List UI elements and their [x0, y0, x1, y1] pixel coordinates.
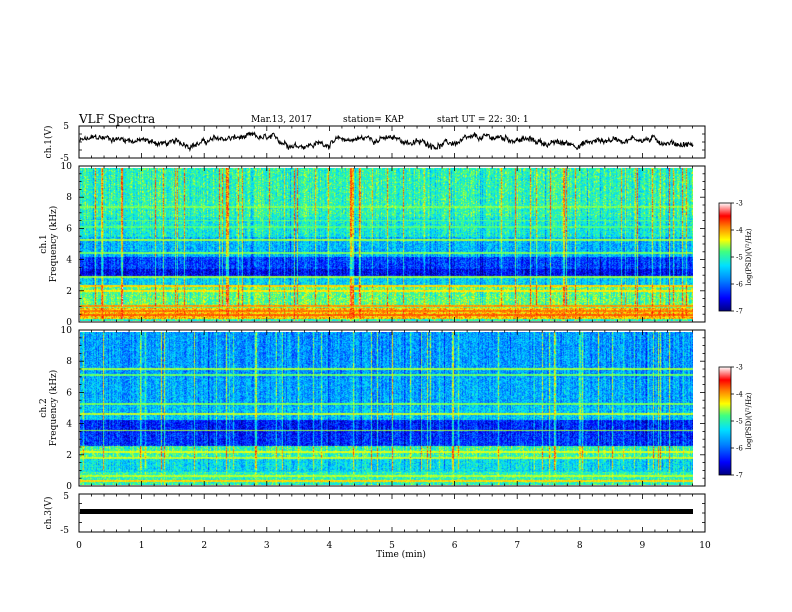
x-tick-label: 2 — [201, 541, 207, 551]
ch3-x-ticks — [78, 493, 706, 533]
ch3-ytick-bottom: -5 — [60, 526, 69, 536]
spec1-ytick-label: 10 — [61, 162, 73, 172]
ch1-spec-xticks — [78, 166, 706, 322]
spec1-ytick-label: 6 — [66, 224, 72, 234]
ch1-x-ticks — [78, 125, 706, 159]
spec1-ytick-label: 4 — [66, 256, 72, 266]
station-label: station= KAP — [343, 115, 404, 125]
x-tick-label: 7 — [514, 541, 520, 551]
cb1-tick-label: -7 — [736, 308, 743, 316]
spec2-ytick-label: 0 — [66, 482, 72, 492]
spec2-ytick-label: 8 — [66, 357, 72, 367]
ch1-colorbar-label: log(PSD)(V²/Hz) — [745, 228, 753, 285]
ch3-waveform-line — [80, 509, 693, 514]
ch1-colorbar-gradient — [719, 203, 731, 311]
x-tick-label: 8 — [577, 541, 583, 551]
ch3-ytick-top: 5 — [63, 492, 69, 502]
ch2-spec-ylabel-channel: ch.2 — [39, 398, 49, 417]
x-tick-label: 5 — [389, 541, 395, 551]
figure-title: VLF Spectra — [78, 112, 155, 126]
spec1-ytick-label: 8 — [66, 193, 72, 203]
x-tick-label: 10 — [699, 541, 711, 551]
cb2-tick-label: -6 — [736, 445, 743, 453]
cb1-tick-label: -3 — [736, 200, 743, 208]
cb2-tick-label: -3 — [736, 364, 743, 372]
ch3-panel: 5 -5 ch.3(V) — [43, 492, 706, 536]
spec1-ytick-label: 2 — [66, 287, 72, 297]
x-tick-label: 3 — [264, 541, 270, 551]
ch2-colorbar-ticks: -3 -4 -5 -6 -7 — [731, 364, 743, 480]
x-tick-label: 6 — [452, 541, 458, 551]
spec2-ytick-label: 10 — [61, 326, 73, 336]
ch2-spectrogram-image — [80, 332, 693, 485]
ch2-spectrogram-panel: 0 2 4 6 8 10 ch.2 Frequency (kHz) — [39, 326, 706, 492]
x-tick-label: 4 — [327, 541, 333, 551]
spec1-ytick-label: 0 — [66, 318, 72, 328]
ch1-spec-ylabel-freq: Frequency (kHz) — [48, 206, 59, 283]
cb1-tick-label: -5 — [736, 254, 743, 262]
ch1-ylabel: ch.1(V) — [43, 126, 54, 159]
x-tick-label: 1 — [139, 541, 145, 551]
ch1-colorbar-ticks: -3 -4 -5 -6 -7 — [731, 200, 743, 316]
ch2-colorbar-label: log(PSD)(V²/Hz) — [745, 392, 753, 449]
ch1-colorbar: -3 -4 -5 -6 -7 log(PSD)(V²/Hz) — [718, 200, 753, 316]
date-label: Mar.13, 2017 — [251, 115, 312, 125]
cb1-tick-label: -6 — [736, 281, 743, 289]
ch1-ytick-bottom: -5 — [60, 154, 69, 164]
cb1-tick-label: -4 — [736, 227, 743, 235]
x-axis-label: Time (min) — [376, 549, 426, 560]
ch1-spec-yticks: 0 2 4 6 8 10 — [61, 162, 705, 328]
ch1-ytick-top: 5 — [63, 122, 69, 132]
x-tick-label: 9 — [640, 541, 646, 551]
spec2-ytick-label: 4 — [66, 420, 72, 430]
ch2-colorbar-gradient — [719, 367, 731, 475]
spec2-ytick-label: 6 — [66, 388, 72, 398]
ch1-spec-ylabel-channel: ch.1 — [39, 234, 49, 253]
ch1-spectrogram-image — [80, 168, 693, 321]
ch1-spectrogram-panel: 0 2 4 6 8 10 ch.1 Frequency (kHz) — [39, 162, 706, 328]
cb2-tick-label: -7 — [736, 472, 743, 480]
spec2-ytick-label: 2 — [66, 451, 72, 461]
ch1-panel: 5 -5 ch.1(V) — [43, 122, 706, 164]
ch3-ylabel: ch.3(V) — [43, 497, 54, 530]
x-axis-tick-labels: 0 1 2 3 4 5 6 7 8 9 10 — [76, 541, 711, 551]
start-time-label: start UT = 22: 30: 1 — [437, 115, 529, 125]
ch2-colorbar: -3 -4 -5 -6 -7 log(PSD)(V²/Hz) — [718, 364, 753, 480]
cb2-tick-label: -4 — [736, 391, 743, 399]
cb2-tick-label: -5 — [736, 418, 743, 426]
ch2-spec-yticks: 0 2 4 6 8 10 — [61, 326, 705, 492]
ch2-spec-xticks — [78, 330, 706, 486]
x-tick-label: 0 — [76, 541, 82, 551]
ch2-spec-ylabel-freq: Frequency (kHz) — [48, 370, 59, 447]
ch1-waveform-line — [79, 131, 694, 153]
